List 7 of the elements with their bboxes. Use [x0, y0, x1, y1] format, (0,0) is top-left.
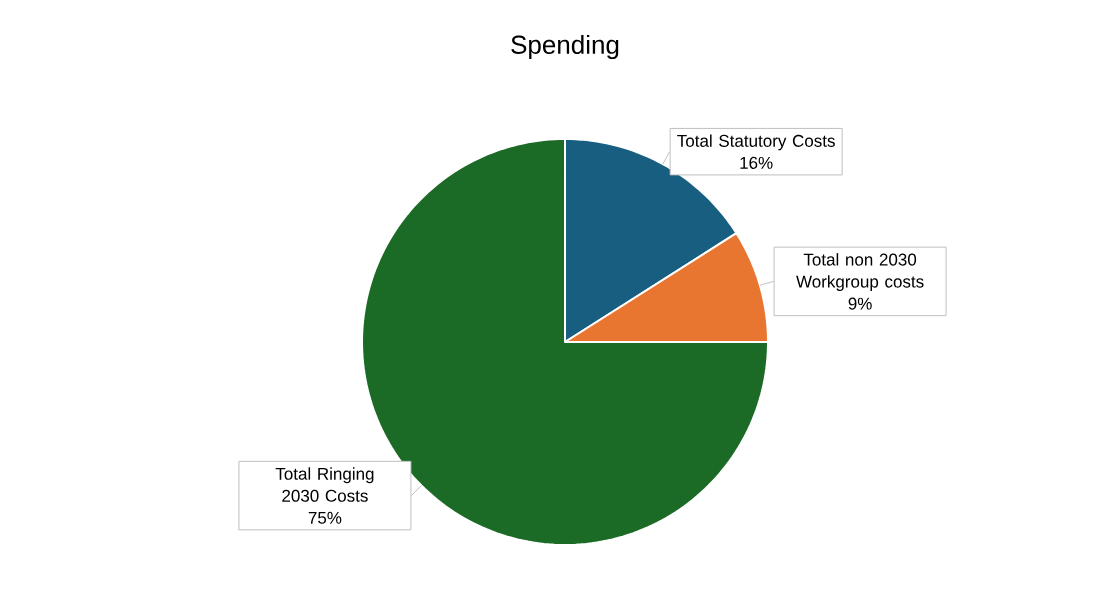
- data-label: 75%: [308, 511, 342, 524]
- data-label: 9%: [848, 297, 872, 310]
- slice-label: Total non 2030 Workgroup costs: [796, 253, 924, 291]
- chart-title: Spending: [511, 34, 619, 60]
- data-label: 16%: [740, 156, 773, 169]
- slice-label: Total Statutory Costs: [677, 134, 835, 151]
- slice-label: Total Ringing 2030 Costs: [275, 467, 374, 502]
